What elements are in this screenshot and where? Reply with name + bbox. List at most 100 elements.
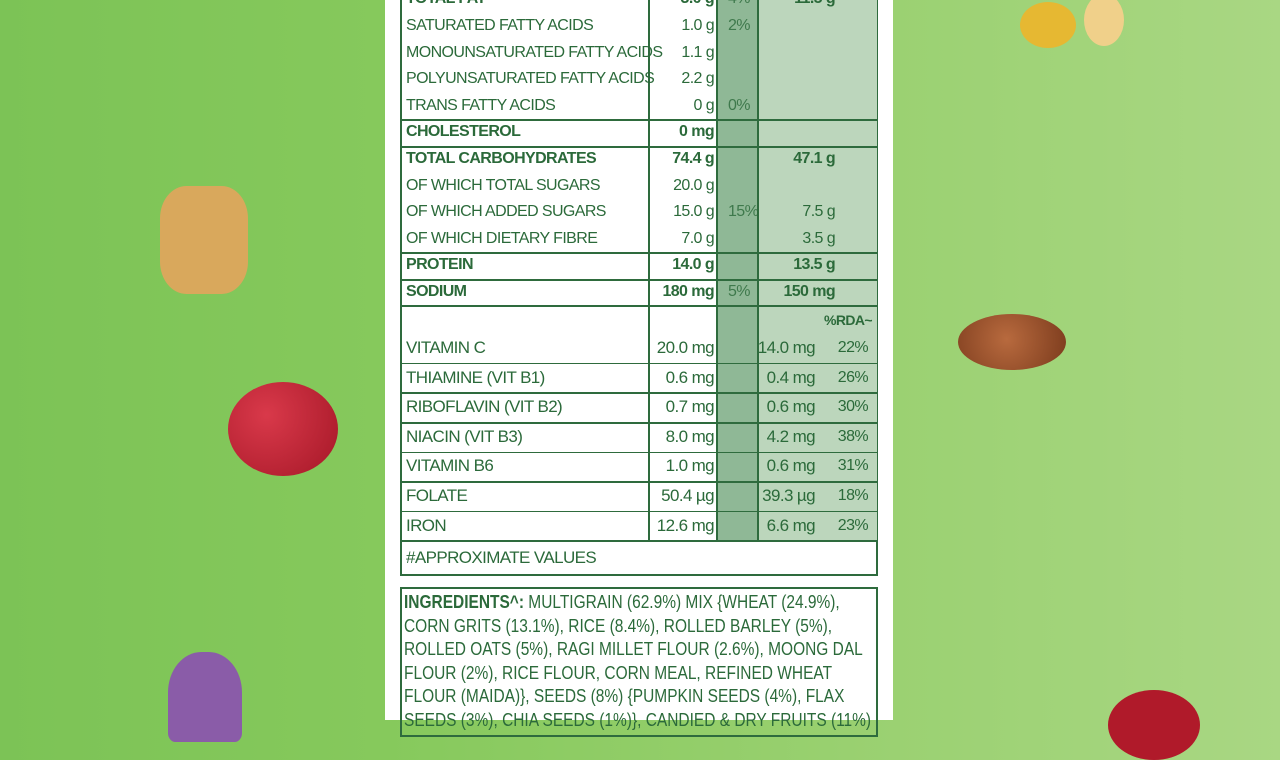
rda-value: 38%: [837, 427, 869, 445]
per-100g: 1.0 mg: [665, 456, 715, 476]
row-line: [400, 252, 878, 254]
vitamins-header: %RDA~: [824, 312, 873, 329]
cereal-piece: [160, 186, 248, 294]
rda-value: 2%: [728, 16, 751, 34]
ingredients-text: ROLLED OATS (5%), RAGI MILLET FLOUR (2.6…: [404, 639, 863, 659]
per-serving: 47.1 g: [793, 149, 835, 167]
column-line: [716, 0, 718, 541]
per-100g: 15.0 g: [673, 203, 714, 221]
person-figure: [168, 652, 242, 742]
serving-column: [757, 0, 877, 541]
nutrient-name: SODIUM: [406, 282, 467, 300]
cranberry: [1108, 690, 1200, 760]
ingredients-text: FLOUR (2%), RICE FLOUR, CORN MEAL, REFIN…: [404, 662, 833, 683]
per-serving: 39.3 µg: [762, 486, 815, 505]
rda-value: 22%: [837, 339, 869, 356]
per-serving: 6.6 mg: [766, 515, 816, 535]
row-line: [400, 362, 878, 365]
vitamin-name: VITAMIN C: [406, 338, 486, 357]
vitamin-name: IRON: [406, 515, 447, 535]
rda-value: 4%: [728, 0, 751, 9]
nutrient-name: PROTEIN: [406, 256, 474, 274]
nutrient-name: POLYUNSATURATED FATTY ACIDS: [406, 70, 655, 88]
per-serving: 0.6 mg: [766, 397, 816, 417]
nutrient-name: OF WHICH ADDED SUGARS: [406, 203, 606, 221]
nutrient-name: TRANS FATTY ACIDS: [406, 96, 556, 114]
nutrient-name: SATURATED FATTY ACIDS: [406, 16, 594, 34]
per-serving: 4.2 mg: [766, 426, 816, 446]
rda-value: 18%: [837, 487, 869, 504]
vitamin-name: FOLATE: [406, 486, 468, 505]
row-line: [400, 278, 878, 281]
per-serving: 7.5 g: [802, 203, 835, 221]
ingredients-line: CORN GRITS (13.1%), RICE (8.4%), ROLLED …: [404, 615, 832, 637]
nutrient-name: OF WHICH TOTAL SUGARS: [406, 176, 601, 194]
per-100g: 3.0 g: [681, 0, 715, 9]
vitamin-name: VITAMIN B6: [406, 456, 494, 476]
per-100g: 0 mg: [679, 123, 715, 141]
rda-value: 26%: [837, 368, 869, 386]
rda-column: [716, 0, 757, 541]
rda-value: 0%: [728, 96, 751, 114]
per-100g: 50.4 µg: [661, 486, 714, 505]
row-line: [400, 510, 878, 513]
nutrient-name: CHOLESTEROL: [406, 123, 521, 141]
column-line: [757, 0, 759, 541]
row-line: [400, 422, 878, 424]
per-serving: 3.5 g: [802, 229, 835, 247]
per-100g: 20.0 g: [673, 176, 714, 194]
per-100g: 8.0 mg: [665, 426, 715, 446]
row-line: [400, 145, 878, 148]
seed: [1020, 2, 1076, 48]
rda-value: 5%: [728, 282, 751, 300]
rda-value: 15%: [728, 203, 759, 221]
nutrient-name: OF WHICH DIETARY FIBRE: [406, 229, 598, 247]
per-100g: 20.0 mg: [656, 338, 715, 357]
nutrient-name: TOTAL FAT: [406, 0, 486, 9]
per-100g: 0.7 mg: [665, 397, 715, 417]
per-100g: 7.0 g: [681, 229, 714, 247]
seed: [1084, 0, 1124, 46]
per-100g: 2.2 g: [681, 70, 714, 88]
per-100g: 14.0 g: [672, 256, 714, 274]
per-serving: 14.0 mg: [757, 338, 816, 357]
nutrition-table: [400, 0, 878, 576]
per-100g: 74.4 g: [672, 149, 714, 167]
rda-value: 23%: [837, 516, 869, 534]
row-line: [400, 392, 878, 394]
ingredients-line: FLOUR (MAIDA)}, SEEDS (8%) {PUMPKIN SEED…: [404, 685, 844, 707]
column-line: [648, 0, 650, 541]
flax-seed: [958, 314, 1066, 370]
row-line: [400, 305, 878, 308]
ingredients-line: INGREDIENTS^: MULTIGRAIN (62.9%) MIX {WH…: [404, 591, 840, 613]
ingredients-text: MULTIGRAIN (62.9%) MIX {WHEAT (24.9%),: [528, 592, 840, 612]
per-100g: 1.0 g: [681, 16, 714, 34]
per-100g: 0.6 mg: [665, 367, 715, 387]
vitamin-name: NIACIN (VIT B3): [406, 426, 523, 446]
per-serving: 0.6 mg: [766, 456, 816, 476]
row-line: [400, 119, 878, 121]
per-serving: 150 mg: [783, 282, 835, 300]
per-serving: 11.5 g: [794, 0, 835, 9]
ingredients-line: FLOUR (2%), RICE FLOUR, CORN MEAL, REFIN…: [404, 662, 832, 684]
rda-value: 30%: [837, 398, 869, 416]
nutrient-name: TOTAL CARBOHYDRATES: [406, 149, 597, 167]
ingredients-text: CORN GRITS (13.1%), RICE (8.4%), ROLLED …: [404, 615, 833, 636]
ingredients-label: INGREDIENTS^:: [404, 592, 524, 612]
per-100g: 0 g: [693, 96, 715, 114]
per-serving: 13.5 g: [793, 256, 835, 274]
rda-value: 31%: [837, 457, 869, 475]
vitamin-name: RIBOFLAVIN (VIT B2): [406, 397, 563, 417]
row-line: [400, 451, 878, 454]
cranberry: [228, 382, 338, 476]
nutrient-name: MONOUNSATURATED FATTY ACIDS: [406, 43, 663, 61]
footnote: #APPROXIMATE VALUES: [406, 548, 597, 568]
per-100g: 1.1 g: [681, 43, 714, 61]
vitamin-name: THIAMINE (VIT B1): [406, 367, 545, 387]
ingredients-line: ROLLED OATS (5%), RAGI MILLET FLOUR (2.6…: [404, 638, 863, 660]
row-line: [400, 481, 878, 483]
per-100g: 12.6 mg: [656, 515, 715, 535]
ingredients-text: FLOUR (MAIDA)}, SEEDS (8%) {PUMPKIN SEED…: [404, 686, 845, 706]
per-serving: 0.4 mg: [766, 367, 816, 387]
